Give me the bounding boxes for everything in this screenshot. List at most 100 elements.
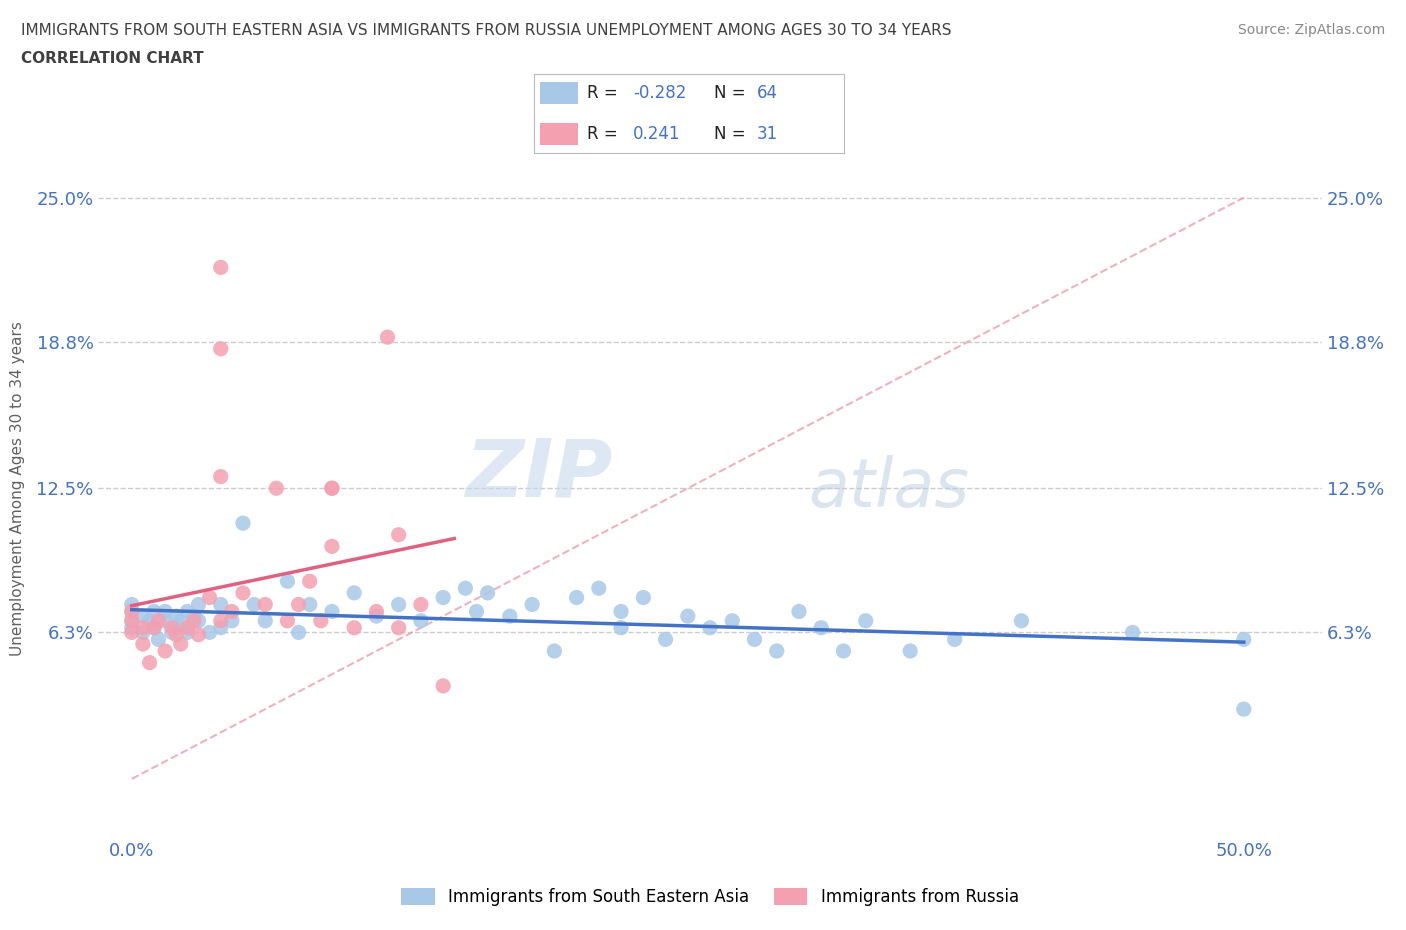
Point [321, 481, 343, 496]
FancyBboxPatch shape [540, 83, 578, 104]
Point [787, 604, 810, 619]
Point [321, 539, 343, 554]
Point [221, 604, 243, 619]
Point [699, 620, 721, 635]
Point [321, 481, 343, 496]
Point [121, 625, 143, 640]
Point [409, 597, 432, 612]
Text: atlas: atlas [808, 456, 969, 521]
Point [254, 597, 277, 612]
Point [198, 591, 221, 605]
Text: N =: N = [714, 84, 745, 102]
Point [209, 614, 232, 629]
Point [153, 604, 176, 619]
Point [138, 614, 160, 629]
Point [170, 637, 193, 652]
Point [610, 620, 633, 635]
Point [121, 604, 143, 619]
Point [187, 597, 209, 612]
Point [148, 614, 170, 629]
Text: R =: R = [586, 125, 617, 142]
Point [309, 614, 332, 629]
Point [132, 609, 155, 624]
Point [388, 620, 411, 635]
Point [633, 591, 655, 605]
Point [366, 604, 388, 619]
Point [276, 574, 298, 589]
Text: 0.241: 0.241 [633, 125, 681, 142]
Point [465, 604, 488, 619]
Point [1010, 614, 1032, 629]
Point [477, 586, 499, 601]
Point [898, 644, 921, 658]
Point [209, 597, 232, 612]
Text: 31: 31 [756, 125, 779, 142]
Point [153, 614, 176, 629]
Point [143, 620, 166, 635]
Point [187, 614, 209, 629]
Point [298, 597, 321, 612]
Point [298, 574, 321, 589]
Point [232, 516, 254, 531]
Point [254, 614, 277, 629]
Point [409, 614, 432, 629]
Point [176, 620, 198, 635]
Point [165, 620, 187, 635]
FancyBboxPatch shape [540, 123, 578, 145]
Point [148, 632, 170, 647]
Point [565, 591, 588, 605]
Legend: Immigrants from South Eastern Asia, Immigrants from Russia: Immigrants from South Eastern Asia, Immi… [395, 881, 1025, 912]
Point [165, 628, 187, 643]
Point [676, 609, 699, 624]
Point [366, 609, 388, 624]
Point [121, 604, 143, 619]
Point [160, 620, 183, 635]
Point [232, 586, 254, 601]
Text: N =: N = [714, 125, 745, 142]
Point [176, 604, 198, 619]
Point [343, 620, 366, 635]
Point [1122, 625, 1144, 640]
Point [388, 597, 411, 612]
Point [943, 632, 966, 647]
Point [121, 614, 143, 629]
Point [209, 470, 232, 485]
Point [165, 609, 187, 624]
Text: R =: R = [586, 84, 617, 102]
Point [183, 609, 205, 624]
Point [132, 620, 155, 635]
Point [454, 580, 477, 596]
Text: Source: ZipAtlas.com: Source: ZipAtlas.com [1237, 23, 1385, 37]
Point [243, 597, 266, 612]
Point [209, 341, 232, 356]
Point [543, 644, 565, 658]
Point [287, 625, 309, 640]
Text: CORRELATION CHART: CORRELATION CHART [21, 51, 204, 66]
Point [1233, 702, 1256, 717]
Point [160, 625, 183, 640]
Text: ZIP: ZIP [465, 435, 612, 513]
Point [276, 614, 298, 629]
Point [810, 620, 832, 635]
Point [855, 614, 877, 629]
Point [183, 614, 205, 629]
Point [266, 481, 288, 496]
Point [132, 625, 155, 640]
Point [153, 644, 176, 658]
Point [654, 632, 676, 647]
Point [287, 597, 309, 612]
Y-axis label: Unemployment Among Ages 30 to 34 years: Unemployment Among Ages 30 to 34 years [10, 321, 25, 656]
Point [209, 620, 232, 635]
Point [132, 637, 155, 652]
Point [138, 656, 160, 671]
Point [321, 604, 343, 619]
Point [121, 620, 143, 635]
Text: 64: 64 [756, 84, 778, 102]
Point [432, 591, 454, 605]
Point [221, 614, 243, 629]
Text: IMMIGRANTS FROM SOUTH EASTERN ASIA VS IMMIGRANTS FROM RUSSIA UNEMPLOYMENT AMONG : IMMIGRANTS FROM SOUTH EASTERN ASIA VS IM… [21, 23, 952, 38]
Point [1233, 632, 1256, 647]
Point [432, 679, 454, 694]
Point [143, 604, 166, 619]
Point [343, 586, 366, 601]
